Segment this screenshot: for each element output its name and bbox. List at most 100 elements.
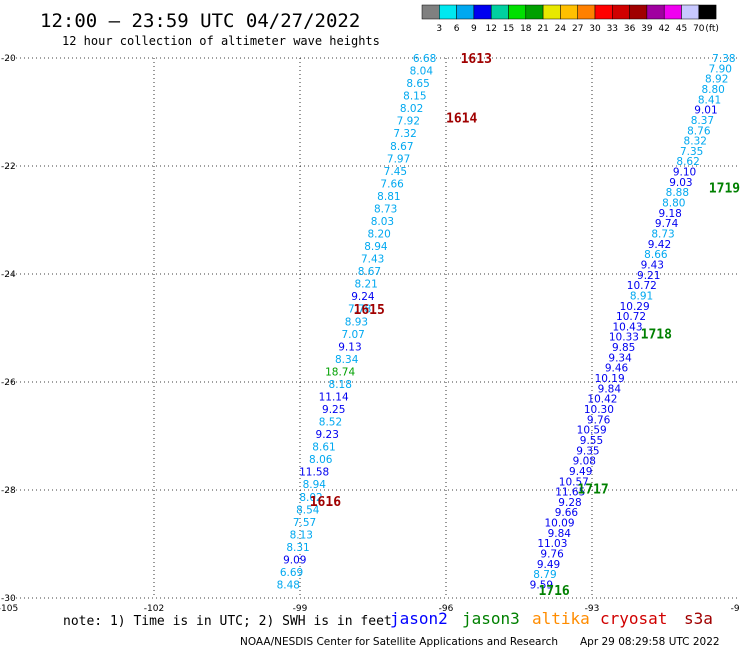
swh-value: 9.84 [548,528,572,540]
colorbar-swatch [421,4,440,20]
chart-grid [8,57,738,599]
colorbar-swatch [456,4,475,20]
satellite-cryosat: cryosat [600,609,667,628]
colorbar-swatch [525,4,544,20]
swh-value: 9.09 [283,554,306,566]
swh-value: 8.92 [705,74,728,86]
swh-value: 8.79 [533,569,556,581]
pass-number: 1717 [577,482,608,497]
colorbar-swatch [542,4,561,20]
swh-value: 8.94 [303,479,327,491]
colorbar-swatch [629,4,648,20]
satellite-jason3: jason3 [462,609,520,628]
swh-value: 8.02 [400,103,423,115]
colorbar-swatch [681,4,700,20]
swh-value: 9.01 [694,105,717,117]
swh-value: 11.03 [537,538,567,550]
swh-value: 6.68 [413,53,436,65]
swh-value: 9.23 [316,429,339,441]
y-tick-label: -28 [1,486,16,496]
colorbar-label: 30 [589,24,601,34]
swh-value: 9.55 [580,435,603,447]
colorbar-swatch [560,4,578,20]
swh-value: 8.34 [335,354,359,366]
swh-value: 8.66 [644,249,668,261]
swh-value: 6.69 [280,567,303,579]
pass-number: 1616 [310,495,341,510]
colorbar-label: 39 [641,24,653,34]
swh-value: 9.03 [669,177,692,189]
colorbar-unit: (ft) [705,24,719,34]
swh-value: 8.48 [277,580,300,592]
swh-value: 9.59 [530,580,553,592]
swh-value: 9.18 [658,208,681,220]
swh-value: 9.34 [608,352,632,364]
x-tick-label: -102 [144,604,164,614]
swh-value: 11.14 [319,391,349,403]
swh-value: 10.42 [587,394,617,406]
swh-value: 8.67 [358,266,381,278]
y-tick-label: -24 [1,270,16,280]
y-tick-label: -22 [1,162,16,172]
swh-value: 9.10 [673,167,696,179]
swh-value: 9.13 [338,341,361,353]
colorbar-swatch [490,4,509,20]
swh-value: 8.73 [651,229,674,241]
pass-number: 1613 [461,52,492,67]
x-tick-label: -96 [439,604,454,614]
swh-value: 8.61 [312,442,335,454]
swh-value: 9.85 [612,342,635,354]
colorbar-legend: 3 6 9 12 15 18 21 24 27 30 33 36 39 42 45 70 (ft) [421,4,719,34]
colorbar-swatch [577,4,596,20]
swh-value: 10.30 [584,404,614,416]
colorbar-swatch [698,4,717,20]
swh-value: 7.78 [348,304,371,316]
colorbar-swatch [663,4,682,20]
pass-number: 1718 [641,327,672,342]
swh-value: 8.31 [286,542,309,554]
swh-value: 7.07 [341,329,364,341]
swh-value: 10.33 [609,332,639,344]
swh-value: 8.94 [364,241,388,253]
swh-value: 8.73 [374,203,397,215]
swh-value: 10.09 [544,518,574,530]
colorbar-label: 3 [436,24,442,34]
swh-value: 9.46 [605,363,629,375]
swh-value: 9.84 [598,383,622,395]
swh-value: 9.42 [648,239,671,251]
swh-value: 8.80 [662,198,685,210]
swh-value: 9.35 [576,445,599,457]
swh-value: 8.02 [299,492,322,504]
colorbar-label: 42 [658,24,669,34]
swh-value: 8.91 [630,290,653,302]
swh-value: 8.32 [684,136,707,148]
swh-value: 9.25 [322,404,345,416]
swh-value: 7.66 [380,178,404,190]
swh-value: 9.28 [558,497,581,509]
swh-value: 8.04 [410,66,434,78]
swh-value: 8.13 [290,529,313,541]
footer-credit: NOAA/NESDIS Center for Satellite Applica… [240,636,558,648]
swh-value: 9.43 [641,259,664,271]
swh-value: 8.76 [687,125,711,137]
colorbar-label: 21 [537,24,548,34]
footer-note: note: 1) Time is in UTC; 2) SWH is in fe… [63,614,392,629]
swh-value: 7.43 [361,254,384,266]
swh-value: 8.88 [666,187,689,199]
swh-value: 9.74 [655,218,679,230]
colorbar-label: 12 [485,24,496,34]
satellite-s3a: s3a [684,609,713,628]
x-tick-label: -105 [0,604,18,614]
colorbar-label: 24 [555,24,567,34]
swh-value: 10.72 [616,311,646,323]
swh-value: 7.45 [384,166,407,178]
swh-value: 8.65 [406,78,429,90]
colorbar-label: 9 [471,24,477,34]
swh-value: 9.08 [573,456,596,468]
swh-value: 18.74 [325,366,355,378]
swh-value: 7.92 [397,116,420,128]
swh-value: 8.18 [329,379,352,391]
colorbar-swatch [594,4,613,20]
swh-value: 10.57 [559,476,589,488]
swh-value: 11.58 [299,467,329,479]
